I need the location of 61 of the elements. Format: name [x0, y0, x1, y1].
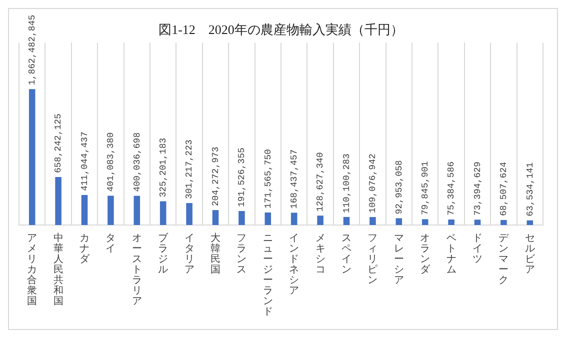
chart-title: 図1-12 2020年の農産物輸入実績（千円） — [158, 22, 404, 38]
bar — [474, 220, 481, 225]
x-tick-label: セルビア — [524, 233, 536, 276]
x-tick-label: オランダ — [420, 233, 432, 276]
bar — [317, 216, 324, 225]
bar — [396, 218, 402, 225]
x-tick-label: 大韓民国 — [210, 232, 220, 276]
x-tick-label: タイ — [106, 233, 116, 254]
data-label: 168,437,457 — [289, 149, 300, 209]
bar — [526, 220, 534, 225]
bar — [422, 219, 428, 225]
bar — [500, 220, 507, 225]
x-tick-label: フランス — [236, 233, 247, 276]
bar — [160, 201, 166, 225]
x-tick-label: ニュージーランド — [262, 233, 273, 318]
x-tick-label: フィリピン — [368, 233, 378, 286]
bar — [370, 217, 376, 225]
bar — [81, 195, 88, 225]
x-tick-label: スペイン — [342, 233, 352, 276]
data-label: 411,044,437 — [80, 132, 90, 192]
data-label: 171,565,750 — [263, 149, 274, 208]
bar — [108, 196, 114, 225]
bar — [134, 196, 140, 225]
data-label: 401,083,380 — [106, 132, 116, 192]
data-label: 400,036,698 — [132, 132, 142, 192]
bar — [55, 176, 62, 225]
bar — [28, 89, 36, 225]
x-tick-label: デンマーク — [498, 233, 510, 286]
data-label: 75,384,586 — [446, 161, 457, 216]
bar — [448, 220, 454, 225]
data-label: 325,201,183 — [158, 138, 168, 198]
x-tick-label: ブラジル — [158, 232, 170, 276]
data-label: 110,100,283 — [342, 154, 352, 213]
data-label: 128,627,340 — [316, 152, 326, 212]
x-tick-label: アメリカ合衆国 — [27, 233, 38, 307]
bar — [212, 210, 219, 225]
x-tick-label: 中華人民共和国 — [53, 232, 64, 307]
data-label: 301,217,223 — [184, 140, 195, 200]
data-label: 73,394,629 — [472, 162, 483, 216]
x-tick-label: メキシコ — [315, 233, 326, 276]
data-label: 1,862,482,845 — [27, 14, 38, 86]
bar — [343, 216, 350, 225]
data-label: 658,242,125 — [54, 114, 64, 173]
bar — [290, 212, 298, 225]
data-label: 79,845,901 — [420, 161, 430, 216]
x-tick-label: ベトナム — [446, 233, 456, 276]
data-label: 63,534,141 — [525, 162, 536, 216]
x-tick-label: オーストラリア — [132, 233, 142, 307]
x-tick-label: カナダ — [80, 233, 90, 265]
x-tick-label: インドネシア — [289, 233, 300, 296]
data-label: 109,076,942 — [368, 154, 378, 214]
bar — [186, 203, 192, 225]
data-label: 191,526,355 — [237, 148, 248, 208]
x-tick-label: ドイツ — [472, 233, 482, 265]
data-label: 68,507,624 — [499, 162, 510, 216]
bar — [238, 211, 245, 225]
data-label: 92,953,058 — [394, 160, 404, 214]
x-tick-label: マレーシア — [394, 233, 404, 286]
data-label: 204,272,973 — [210, 146, 221, 206]
bar — [264, 212, 272, 225]
x-tick-label: イタリア — [184, 233, 194, 276]
